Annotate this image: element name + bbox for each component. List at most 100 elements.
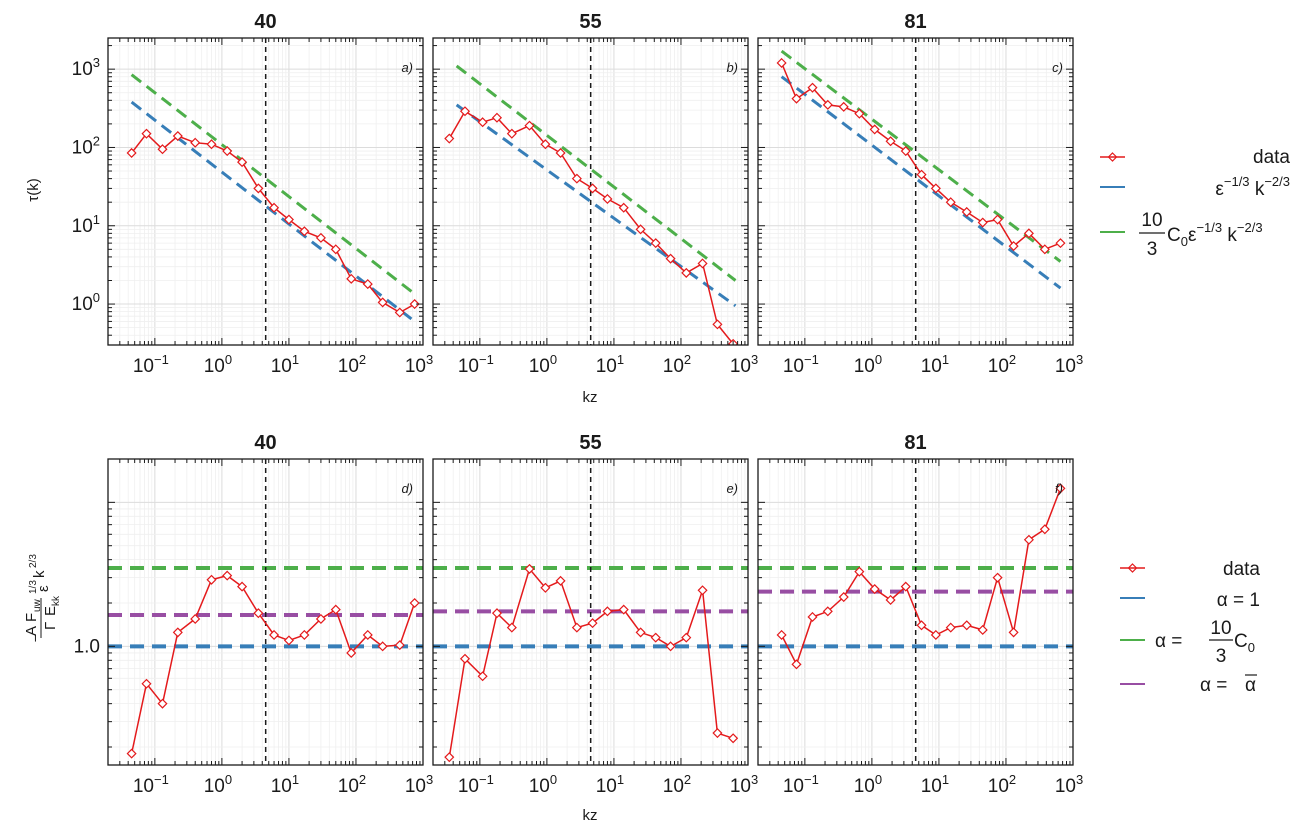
data-point-marker — [977, 624, 988, 635]
data-point-marker — [945, 197, 956, 208]
panel-tag: c) — [1052, 60, 1063, 75]
x-tick-label-base: 10 — [405, 356, 426, 377]
data-point-marker — [822, 606, 833, 617]
x-tick-label-exp: −1 — [479, 772, 494, 787]
data-point-marker — [1023, 228, 1034, 239]
y-label-k: k — [31, 570, 48, 578]
x-tick-label-exp: 3 — [426, 352, 433, 367]
data-point-marker — [491, 608, 503, 619]
x-tick-label-base: 10 — [921, 356, 942, 377]
y-tick-label-base: 10 — [72, 216, 93, 237]
panel-frame — [432, 37, 749, 346]
series-ref-line-2 — [130, 73, 416, 296]
data-point-marker — [126, 748, 137, 759]
legend-bottom-ac0-sub: 0 — [1248, 640, 1255, 655]
data-point-marker — [885, 594, 896, 606]
y-tick-label-exp: 3 — [93, 55, 100, 70]
panel-frame — [107, 458, 424, 766]
panel-plot-area — [433, 459, 748, 765]
data-point-marker — [141, 678, 152, 689]
x-tick-label-exp: −1 — [804, 352, 819, 367]
data-point-marker — [1039, 524, 1050, 535]
x-tick-label-base: 10 — [730, 776, 751, 797]
data-point-marker — [635, 224, 646, 235]
data-point-marker — [869, 584, 880, 595]
y-label-den-gamma: Γ — [42, 622, 59, 630]
legend-bottom-abar-alpha: α — [1245, 675, 1256, 696]
data-point-marker — [650, 632, 661, 643]
data-point-marker — [524, 120, 535, 131]
legend-top-k23-sup1: −1/3 — [1224, 174, 1250, 189]
x-tick-label: 100 — [854, 772, 882, 797]
legend-top-k23-eps: ε — [1215, 179, 1224, 200]
data-point-marker — [299, 226, 310, 237]
legend-bottom-abar-prefix: α = — [1200, 675, 1227, 696]
legend-top-data-label: data — [1253, 147, 1290, 168]
data-point-marker — [253, 183, 264, 194]
x-tick-label: 101 — [921, 772, 949, 797]
legend-bottom-data-label: data — [1223, 559, 1260, 580]
data-point-marker — [330, 244, 341, 255]
legend-bottom-ac0-frac-den: 3 — [1216, 646, 1227, 667]
panel-title: 55 — [579, 11, 601, 33]
x-tick-label-base: 10 — [338, 356, 359, 377]
data-point-marker — [665, 641, 676, 652]
data-point-marker — [930, 183, 941, 194]
x-tick-label: 102 — [338, 772, 366, 797]
data-point-marker — [807, 82, 818, 93]
x-tick-label-base: 10 — [988, 776, 1009, 797]
data-point-marker — [900, 145, 911, 157]
data-point-marker — [916, 169, 927, 180]
x-tick-label: 10−1 — [458, 772, 494, 797]
x-tick-label-base: 10 — [271, 356, 292, 377]
x-tick-label-exp: 2 — [359, 352, 366, 367]
y-tick-label: 101 — [72, 212, 100, 237]
data-point-marker — [977, 217, 988, 228]
data-point-marker — [237, 581, 248, 592]
legend-bottom-ac0-frac-num: 10 — [1210, 618, 1231, 639]
panel-frame — [107, 37, 424, 346]
x-tick-label-exp: 3 — [1076, 772, 1083, 787]
x-tick-label-base: 10 — [204, 356, 225, 377]
y-label-eps: ε — [35, 585, 52, 592]
data-point-marker — [854, 566, 865, 577]
data-point-marker — [409, 597, 420, 609]
x-tick-label-exp: 0 — [875, 352, 882, 367]
x-tick-label-exp: 1 — [617, 772, 624, 787]
x-tick-label: 10−1 — [133, 772, 169, 797]
panel-title: 81 — [904, 11, 926, 33]
data-point-marker — [190, 137, 201, 148]
legend-top-c0-k: k — [1222, 225, 1237, 246]
x-tick-label-base: 10 — [988, 356, 1009, 377]
data-point-marker — [459, 653, 471, 664]
data-point-marker — [172, 627, 183, 638]
panel-title: 81 — [904, 432, 926, 454]
x-tick-label-exp: 1 — [292, 352, 299, 367]
x-tick-label-exp: 3 — [751, 772, 758, 787]
data-point-marker — [299, 629, 310, 640]
data-point-marker — [362, 279, 373, 290]
x-tick-label-base: 10 — [730, 356, 751, 377]
x-tick-label-base: 10 — [854, 776, 875, 797]
x-tick-label-base: 10 — [458, 776, 479, 797]
data-point-marker — [791, 659, 802, 670]
data-point-marker — [237, 157, 248, 168]
y-tick-label-exp: 1 — [93, 212, 100, 227]
x-tick-label-exp: −1 — [154, 352, 169, 367]
data-point-marker — [571, 173, 582, 184]
data-point-marker — [822, 99, 833, 110]
y-label-num-a: A — [23, 626, 40, 636]
x-tick-label: 100 — [529, 352, 557, 377]
data-point-marker — [222, 145, 233, 157]
legend-top-c0-sub: 0 — [1181, 234, 1188, 249]
x-tick-label-exp: −1 — [479, 352, 494, 367]
x-tick-label-exp: 0 — [225, 352, 232, 367]
y-tick-label: 102 — [72, 133, 100, 158]
data-point-marker — [315, 232, 326, 243]
data-point-marker — [206, 139, 217, 150]
data-point-marker — [697, 258, 708, 269]
x-tick-label-base: 10 — [405, 776, 426, 797]
x-tick-label: 102 — [988, 772, 1016, 797]
legend-top-c0-rest: C0ε−1/3 k−2/3 — [1167, 220, 1263, 249]
